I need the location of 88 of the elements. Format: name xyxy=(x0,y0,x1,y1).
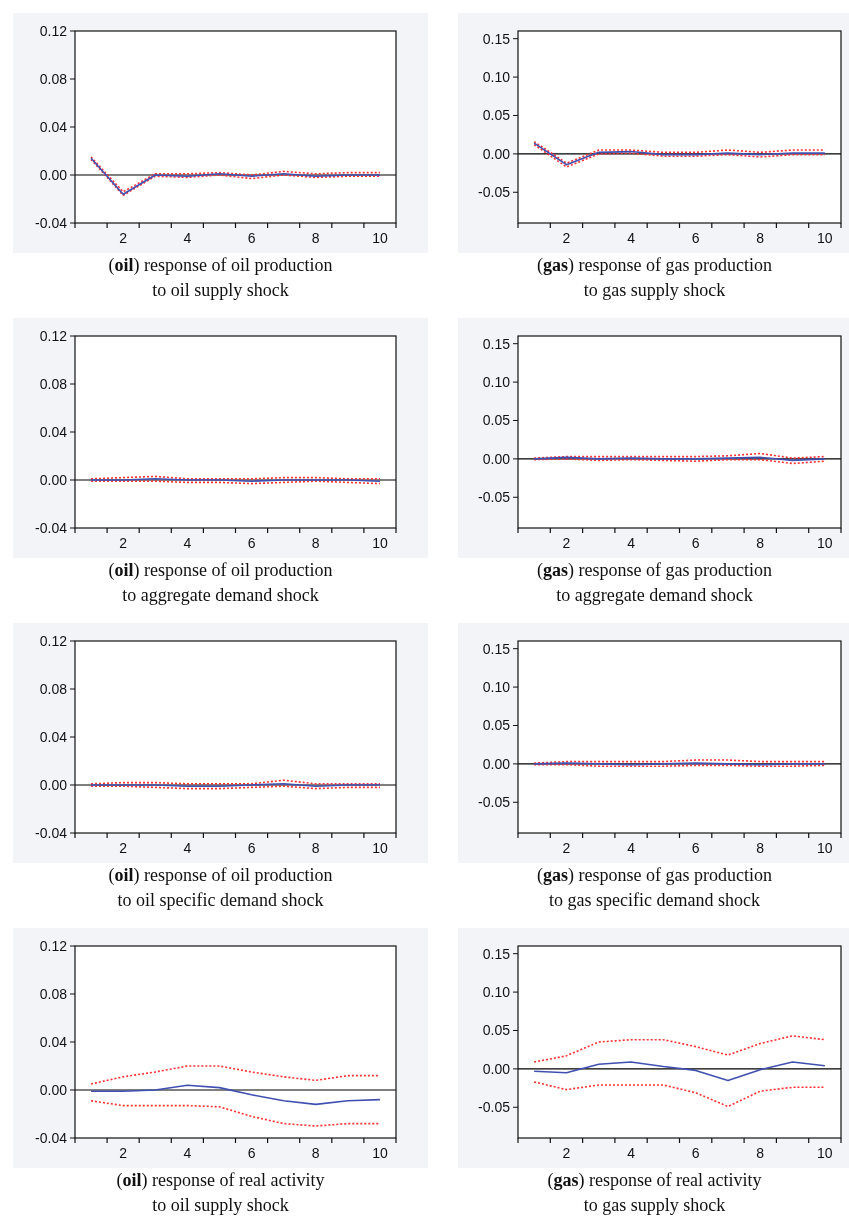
y-tick-label: 0.00 xyxy=(39,776,68,793)
y-tick-label: 0.00 xyxy=(39,471,68,488)
x-tick-label: 10 xyxy=(372,535,388,551)
y-tick-label: -0.05 xyxy=(478,794,511,811)
y-tick-label: 0.00 xyxy=(39,1081,68,1098)
x-tick-label: 4 xyxy=(183,1145,192,1161)
y-tick-label: 0.08 xyxy=(39,70,68,87)
y-tick-label: 0.00 xyxy=(482,145,511,162)
y-tick-label: -0.05 xyxy=(478,1099,511,1116)
y-tick-label: 0.00 xyxy=(482,1060,511,1077)
x-tick-label: 10 xyxy=(817,535,833,551)
text: (gas) response of real activity to gas supply shock xyxy=(547,1170,762,1215)
x-tick-label: 8 xyxy=(311,1145,320,1161)
x-tick-label: 6 xyxy=(247,840,256,856)
x-tick-label: 6 xyxy=(691,1145,700,1161)
x-tick-label: 6 xyxy=(247,1145,256,1161)
x-tick-label: 6 xyxy=(691,230,700,246)
x-tick-label: 2 xyxy=(562,840,571,856)
x-tick-label: 10 xyxy=(372,840,388,856)
x-tick-label: 4 xyxy=(183,535,192,551)
x-tick-label: 2 xyxy=(562,535,571,551)
x-tick-label: 4 xyxy=(183,840,192,856)
x-tick-label: 10 xyxy=(817,840,833,856)
y-tick-label: 0.05 xyxy=(482,1022,511,1039)
y-tick-label: 0.00 xyxy=(482,755,511,772)
x-tick-label: 2 xyxy=(119,1145,128,1161)
y-tick-label: 0.08 xyxy=(39,985,68,1002)
x-tick-label: 4 xyxy=(627,535,636,551)
text: (gas) response of gas production to gas specific demand shock xyxy=(537,865,772,910)
x-tick-label: 4 xyxy=(183,230,192,246)
y-tick-label: 0.10 xyxy=(482,678,511,695)
x-tick-label: 6 xyxy=(691,840,700,856)
x-tick-label: 8 xyxy=(756,230,765,246)
x-tick-label: 2 xyxy=(119,840,128,856)
x-tick-label: 2 xyxy=(119,230,128,246)
y-tick-label: 0.12 xyxy=(39,632,68,649)
x-tick-label: 2 xyxy=(562,230,571,246)
x-tick-label: 4 xyxy=(627,230,636,246)
y-tick-label: 0.04 xyxy=(39,728,68,745)
x-tick-label: 10 xyxy=(372,230,388,246)
y-tick-label: 0.15 xyxy=(482,640,511,657)
y-tick-label: -0.05 xyxy=(478,184,511,201)
x-tick-label: 2 xyxy=(562,1145,571,1161)
y-tick-label: 0.10 xyxy=(482,68,511,85)
x-tick-label: 6 xyxy=(691,535,700,551)
y-tick-label: 0.12 xyxy=(39,327,68,344)
text: (oil) response of real activity to oil supply shock xyxy=(116,1170,325,1215)
x-tick-label: 2 xyxy=(119,535,128,551)
y-tick-label: -0.04 xyxy=(35,1129,68,1146)
y-tick-label: 0.04 xyxy=(39,423,68,440)
x-tick-label: 8 xyxy=(311,840,320,856)
y-tick-label: 0.12 xyxy=(39,937,68,954)
text: (oil) response of oil production to oil supply shock xyxy=(108,255,333,300)
y-tick-label: -0.04 xyxy=(35,824,68,841)
y-tick-label: 0.00 xyxy=(39,166,68,183)
y-tick-label: 0.10 xyxy=(482,983,511,1000)
x-tick-label: 8 xyxy=(311,230,320,246)
y-tick-label: 0.05 xyxy=(482,107,511,124)
y-tick-label: 0.15 xyxy=(482,30,511,47)
y-tick-label: -0.04 xyxy=(35,519,68,536)
x-tick-label: 10 xyxy=(817,230,833,246)
y-tick-label: 0.15 xyxy=(482,335,511,352)
y-tick-label: -0.05 xyxy=(478,489,511,506)
x-tick-label: 8 xyxy=(311,535,320,551)
x-tick-label: 8 xyxy=(756,1145,765,1161)
y-tick-label: 0.00 xyxy=(482,450,511,467)
y-tick-label: -0.04 xyxy=(35,214,68,231)
text: (oil) response of oil production to aggregate demand shock xyxy=(108,560,333,605)
y-tick-label: 0.10 xyxy=(482,373,511,390)
x-tick-label: 6 xyxy=(247,230,256,246)
text: (gas) response of gas production to aggregate demand shock xyxy=(537,560,772,605)
x-tick-label: 10 xyxy=(372,1145,388,1161)
x-tick-label: 4 xyxy=(627,1145,636,1161)
x-tick-label: 8 xyxy=(756,535,765,551)
text: (oil) response of oil production to oil specific demand shock xyxy=(108,865,333,910)
y-tick-label: 0.12 xyxy=(39,22,68,39)
x-tick-label: 4 xyxy=(627,840,636,856)
y-tick-label: 0.08 xyxy=(39,375,68,392)
x-tick-label: 6 xyxy=(247,535,256,551)
y-tick-label: 0.05 xyxy=(482,717,511,734)
x-tick-label: 10 xyxy=(817,1145,833,1161)
y-tick-label: 0.04 xyxy=(39,1033,68,1050)
y-tick-label: 0.08 xyxy=(39,680,68,697)
y-tick-label: 0.05 xyxy=(482,412,511,429)
y-tick-label: 0.04 xyxy=(39,118,68,135)
text: (gas) response of gas production to gas supply shock xyxy=(537,255,772,300)
y-tick-label: 0.15 xyxy=(482,945,511,962)
x-tick-label: 8 xyxy=(756,840,765,856)
